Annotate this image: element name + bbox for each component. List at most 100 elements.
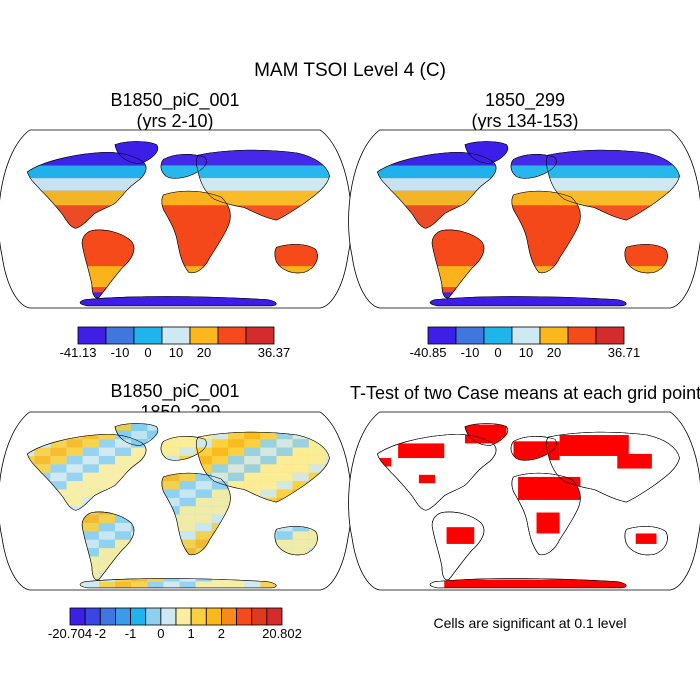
colorbar-3-swatch-2 (99, 607, 116, 626)
diff-cell-3-59 (244, 439, 261, 448)
diff-cell-3-303 (276, 531, 293, 540)
diff-cell-3-38 (260, 430, 277, 440)
diff-cell-3-171 (276, 481, 293, 490)
panel1-title-line2: (yrs 2-10) (136, 110, 214, 131)
diff-cell-3-326 (292, 539, 309, 549)
diff-cell-3-95 (115, 455, 132, 465)
colorbar-2: -40.85 -10 0 10 20 36.71 (410, 326, 640, 360)
diff-cell-3-62 (292, 439, 309, 448)
diff-cell-3-60 (260, 439, 277, 448)
diff-cell-3-305 (308, 531, 325, 540)
diff-cell-3-102 (228, 455, 245, 465)
colorbar-2-swatch-1 (455, 326, 485, 345)
diff-cell-3-74 (131, 447, 148, 456)
diff-cell-3-83 (276, 447, 293, 456)
colorbar-3-swatch-3 (115, 607, 131, 626)
colorbar-1-tick-label: 36.37 (258, 345, 291, 360)
colorbar-3-tick-label: -2 (95, 626, 107, 641)
diff-cell-3-430 (195, 581, 212, 588)
diff-cell-3-29 (115, 430, 132, 440)
colorbar-1-tick-label: 20 (197, 345, 211, 360)
significant-region-3 (559, 435, 629, 456)
diff-cell-3-77 (179, 447, 196, 456)
diff-cell-3-297 (179, 531, 196, 540)
diff-cell-3-57 (211, 439, 229, 448)
significant-region-1 (465, 424, 507, 444)
diff-cell-3-315 (115, 539, 132, 549)
diff-cell-3-68 (34, 447, 51, 456)
panel2-title-line1: 1850_299 (484, 90, 566, 110)
diff-cell-3-325 (276, 539, 293, 549)
colorbar-2-tick-label: -10 (461, 345, 480, 360)
diff-cell-3-432 (228, 581, 245, 588)
diff-cell-3-84 (292, 447, 309, 456)
diff-cell-3-128 (292, 464, 309, 473)
diff-cell-3-105 (276, 455, 293, 465)
significant-region-7 (418, 474, 436, 484)
diff-cell-3-434 (260, 581, 277, 588)
diff-cell-3-202 (66, 497, 83, 507)
colorbar-1-tick-label: -10 (111, 345, 130, 360)
diff-cell-3-425 (115, 581, 132, 588)
diff-cell-3-47 (50, 439, 67, 448)
diff-cell-3-114 (66, 464, 83, 473)
colorbar-3: -20.704 -2 -1 0 1 2 20.802 (48, 607, 302, 641)
panel2-title-line2: (yrs 134-153) (471, 110, 579, 131)
significant-region-10 (617, 453, 652, 469)
colorbar-3-swatch-13 (266, 607, 283, 626)
diff-cell-3-426 (131, 581, 148, 588)
diff-cell-3-129 (308, 464, 325, 473)
diff-cell-3-37 (244, 430, 261, 440)
diff-cell-3-106 (292, 455, 309, 465)
diff-cell-3-80 (228, 447, 245, 456)
diff-cell-3-21 (341, 422, 357, 430)
diff-cell-3-144 (195, 472, 212, 482)
colorbar-1-swatch-3 (161, 326, 191, 345)
colorbar-2-swatch-3 (511, 326, 541, 345)
colorbar-3-swatch-1 (84, 607, 101, 626)
diff-cell-3-147 (244, 472, 261, 482)
diff-cell-3-270 (98, 522, 116, 532)
colorbar-3-tick-label: -1 (125, 626, 137, 641)
diff-cell-3-254 (195, 514, 212, 523)
diff-cell-3-291 (82, 531, 99, 540)
band-boreal-2 (377, 165, 680, 179)
diff-cell-3-7 (115, 423, 132, 431)
diff-cell-3-170 (260, 481, 277, 490)
diff-cell-3-187 (179, 489, 196, 498)
diff-cell-3-231 (179, 506, 196, 515)
colorbar-3-tick-label: 0 (157, 626, 164, 641)
diff-cell-3-93 (82, 455, 99, 465)
colorbar-1-tick-label: 10 (169, 345, 183, 360)
diff-cell-3-145 (211, 472, 229, 482)
diff-cell-3-100 (195, 455, 212, 465)
diff-cell-3-211 (211, 497, 229, 507)
diff-cell-3-304 (292, 531, 309, 540)
diff-cell-3-54 (163, 439, 180, 448)
panel2-title: 1850_299 (yrs 134-153) (375, 90, 675, 131)
diff-cell-3-168 (228, 481, 245, 490)
diff-cell-3-248 (98, 514, 116, 523)
colorbar-1-swatch-1 (105, 326, 135, 345)
colorbar-3-swatch-9 (205, 607, 222, 626)
diff-cell-3-70 (66, 447, 83, 456)
colorbar-1-tick-label: -41.13 (60, 345, 97, 360)
colorbar-3-swatch-6 (160, 607, 177, 626)
diff-cell-3-124 (228, 464, 245, 473)
diff-cell-3-232 (195, 506, 212, 515)
diff-cell-3-319 (179, 539, 196, 549)
diff-cell-3-169 (244, 481, 261, 490)
diff-cell-3-247 (82, 514, 99, 523)
diff-cell-3-55 (179, 439, 196, 448)
colorbar-1-swatch-4 (189, 326, 219, 345)
colorbar-3-swatch-7 (175, 607, 192, 626)
diff-cell-3-249 (115, 514, 132, 523)
map-panel-1 (0, 129, 352, 309)
diff-cell-3-298 (195, 531, 212, 540)
diff-cell-3-149 (276, 472, 293, 482)
colorbar-1-swatch-6 (245, 326, 275, 345)
colorbar-3-tick-label: 1 (188, 626, 195, 641)
significance-note: Cells are significant at 0.1 level (433, 615, 627, 631)
colorbar-3-swatch-10 (221, 607, 237, 626)
